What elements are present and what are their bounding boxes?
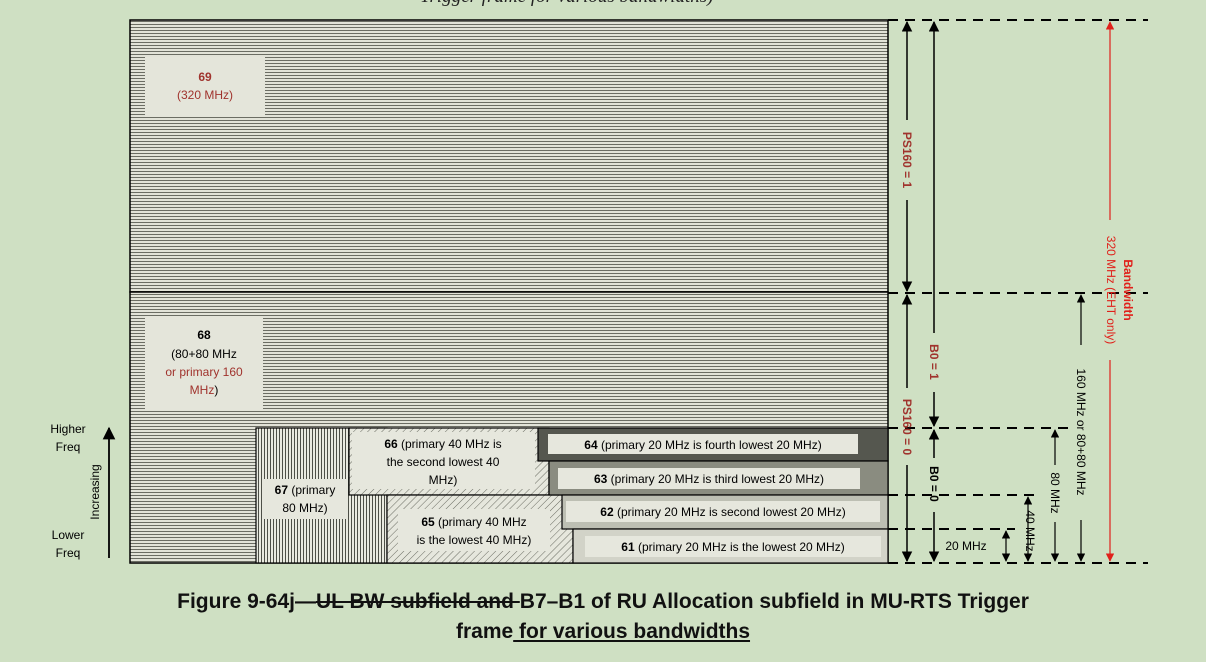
block-68-line2: (80+80 MHz (171, 347, 237, 361)
caption-part2: B7–B1 of RU Allocation subfield in MU-RT… (519, 590, 1029, 613)
higher-freq-line2: Freq (56, 440, 81, 454)
block-66-line1: 66 (primary 40 MHz is (384, 437, 501, 451)
block-67-line1: 67 (primary (275, 483, 336, 497)
caption-struck: UL BW subfield and (316, 590, 520, 613)
label-box-64 (548, 434, 858, 454)
block-69-desc: (320 MHz) (177, 88, 233, 102)
label-box-68 (145, 316, 263, 410)
block-63-label: 63 (primary 20 MHz is third lowest 20 MH… (594, 472, 824, 486)
higher-freq-line1: Higher (50, 422, 85, 436)
label-box-61 (585, 536, 881, 557)
bw-160-label: 160 MHz or 80+80 MHz (1074, 368, 1088, 495)
caption-line2-a: frame (455, 620, 514, 643)
block-64-label: 64 (primary 20 MHz is fourth lowest 20 M… (584, 438, 821, 452)
block-61-label: 61 (primary 20 MHz is the lowest 20 MHz) (621, 540, 844, 554)
ps160-0-label: PS160 = 0 (900, 399, 914, 456)
bandwidth-title: Bandwidth (1121, 259, 1135, 320)
block-68-line3: or primary 160 (165, 365, 243, 379)
ru-allocation-diagram: 69 (320 MHz) 68 (80+80 MHz or primary 16… (50, 19, 1148, 564)
ps160-1-label: PS160 = 1 (900, 132, 914, 189)
bw-80-label: 80 MHz (1048, 472, 1062, 513)
lower-freq-line1: Lower (52, 528, 85, 542)
block-65-line1: 65 (primary 40 MHz (421, 515, 526, 529)
block-69-number: 69 (198, 70, 212, 84)
figure-caption-line1: Figure 9-64j—UL BW subfield and B7–B1 of… (0, 590, 1206, 614)
block-68-line4: MHz) (190, 383, 219, 397)
header-partial-text: Trigger frame for various bandwidths) (420, 0, 713, 8)
label-box-62 (566, 501, 880, 522)
figure-caption-line2: frame for various bandwidths (0, 620, 1206, 644)
block-68-number: 68 (197, 328, 211, 342)
block-66-line3: MHz) (429, 473, 458, 487)
block-67-line2: 80 MHz) (282, 501, 327, 515)
label-box-69 (145, 57, 265, 117)
bw-320-label: 320 MHz (EHT only) (1104, 236, 1118, 344)
bw-20-label: 20 MHz (945, 539, 986, 553)
caption-line2-underlined: for various bandwidths (513, 620, 751, 643)
label-box-65 (398, 509, 550, 551)
dashed-guides (888, 19, 1148, 564)
bw-40-label: 40 MHz (1023, 510, 1037, 551)
b0-0-label: B0 = 0 (927, 466, 941, 502)
block-66-line2: the second lowest 40 (387, 455, 500, 469)
b0-1-label: B0 = 1 (927, 344, 941, 380)
label-box-63 (558, 468, 860, 489)
label-box-66 (352, 432, 535, 489)
increasing-label: Increasing (88, 464, 102, 519)
caption-part1: Figure 9-64j— (177, 590, 316, 613)
label-box-67 (262, 479, 348, 519)
block-62-label: 62 (primary 20 MHz is second lowest 20 M… (600, 505, 845, 519)
lower-freq-line2: Freq (56, 546, 81, 560)
block-65-line2: is the lowest 40 MHz) (417, 533, 532, 547)
